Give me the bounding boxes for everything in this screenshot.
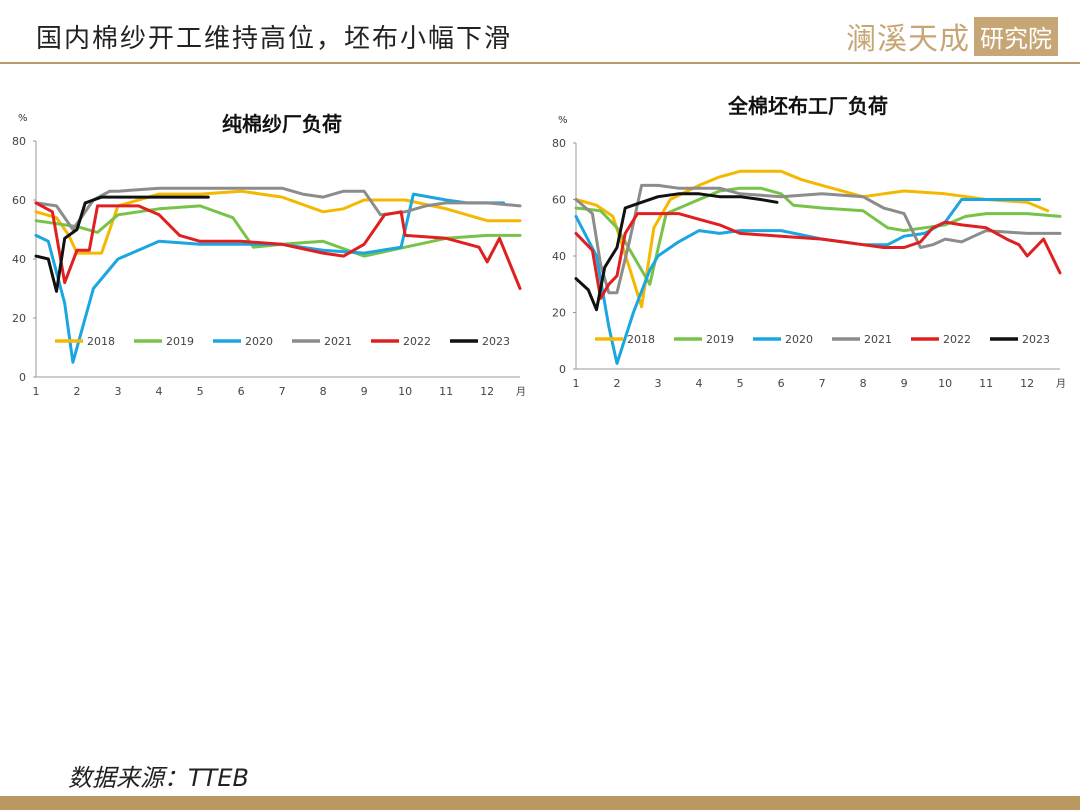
series-line-2022	[34, 201, 522, 290]
data-source: 数据来源：TTEB	[68, 764, 249, 792]
series-line-2023	[574, 192, 779, 312]
y-tick-label: 80	[552, 137, 566, 150]
legend-label-2020: 2020	[245, 335, 273, 348]
x-tick-label: 1	[573, 377, 580, 390]
header-divider	[0, 62, 1080, 64]
y-tick-label: 40	[552, 250, 566, 263]
x-tick-label: 4	[696, 377, 703, 390]
legend-label-2018: 2018	[627, 333, 655, 346]
x-tick-label: 10	[398, 385, 412, 398]
x-tick-label: 6	[238, 385, 245, 398]
y-tick-label: 20	[552, 307, 566, 320]
series-line-2019	[34, 204, 522, 258]
x-tick-label: 8	[860, 377, 867, 390]
legend-label-2020: 2020	[785, 333, 813, 346]
x-axis-unit: 月	[1056, 378, 1066, 390]
series-line-2023	[34, 195, 210, 293]
x-tick-label: 4	[156, 385, 163, 398]
x-tick-label: 9	[361, 385, 368, 398]
logo-box: 研究院	[974, 16, 1058, 56]
x-tick-label: 3	[655, 377, 662, 390]
legend-label-2021: 2021	[864, 333, 892, 346]
series-line-2018	[34, 189, 522, 255]
x-tick-label: 3	[115, 385, 122, 398]
company-logo: 澜溪天成 研究院	[846, 14, 1058, 58]
y-axis-unit: %	[18, 113, 28, 124]
x-tick-label: 12	[480, 385, 494, 398]
x-tick-label: 12	[1020, 377, 1034, 390]
page-title: 国内棉纱开工维持高位，坯布小幅下滑	[36, 24, 513, 54]
x-tick-label: 2	[614, 377, 621, 390]
y-tick-label: 40	[12, 253, 26, 266]
y-tick-label: 80	[12, 135, 26, 148]
x-tick-label: 1	[33, 385, 40, 398]
y-tick-label: 60	[552, 194, 566, 207]
x-tick-label: 7	[279, 385, 286, 398]
x-tick-label: 9	[901, 377, 908, 390]
x-tick-label: 11	[979, 377, 993, 390]
y-tick-label: 60	[12, 194, 26, 207]
x-tick-label: 2	[74, 385, 81, 398]
series-line-2018	[574, 169, 1050, 309]
y-tick-label: 0	[19, 371, 26, 384]
series-line-2022	[574, 212, 1062, 300]
legend-label-2019: 2019	[166, 335, 194, 348]
x-tick-label: 5	[737, 377, 744, 390]
legend-label-2022: 2022	[943, 333, 971, 346]
series-line-2021	[574, 183, 1062, 295]
logo-text: 澜溪天成	[846, 22, 970, 57]
y-tick-label: 20	[12, 312, 26, 325]
x-tick-label: 10	[938, 377, 952, 390]
footer-bar	[0, 796, 1080, 810]
legend-label-2022: 2022	[403, 335, 431, 348]
legend-label-2018: 2018	[87, 335, 115, 348]
y-axis-unit: %	[558, 115, 568, 126]
legend-label-2019: 2019	[706, 333, 734, 346]
x-tick-label: 8	[320, 385, 327, 398]
x-tick-label: 11	[439, 385, 453, 398]
legend-label-2021: 2021	[324, 335, 352, 348]
legend-label-2023: 2023	[1022, 333, 1050, 346]
x-tick-label: 6	[778, 377, 785, 390]
chart-title: 纯棉纱厂负荷	[222, 112, 342, 136]
x-tick-label: 5	[197, 385, 204, 398]
y-tick-label: 0	[559, 363, 566, 376]
chart-title: 全棉坯布工厂负荷	[727, 94, 888, 118]
legend-label-2023: 2023	[482, 335, 510, 348]
x-axis-unit: 月	[516, 386, 526, 398]
x-tick-label: 7	[819, 377, 826, 390]
series-line-2019	[574, 186, 1062, 286]
series-line-2020	[574, 198, 1041, 365]
